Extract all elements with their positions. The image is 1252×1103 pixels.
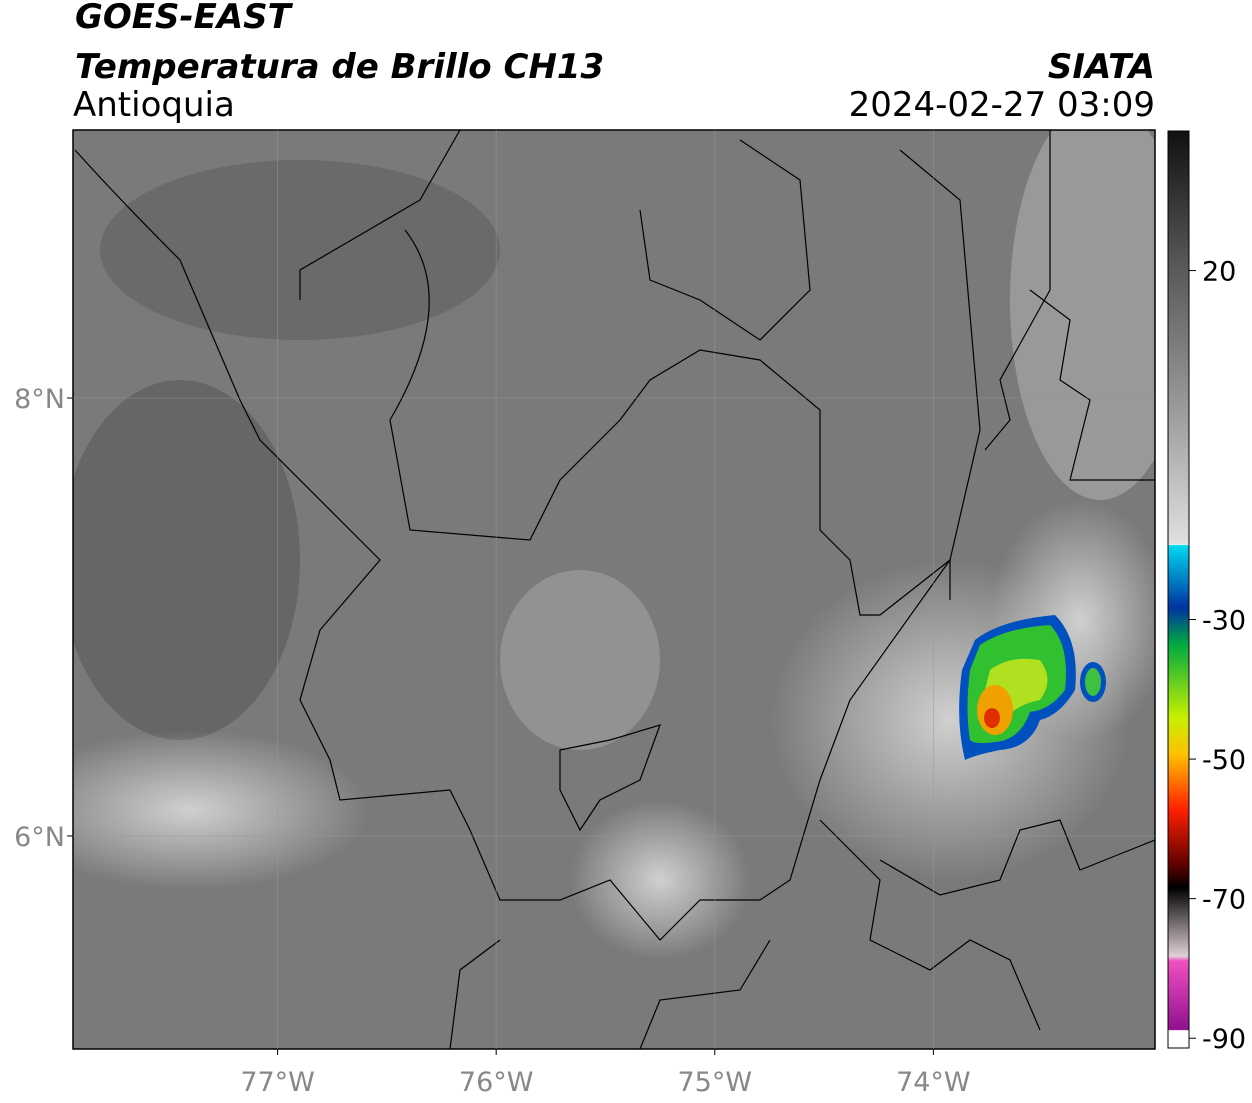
x-tick-label: 76°W: [459, 1067, 534, 1098]
title: GOES-EAST: [75, 0, 294, 37]
x-tick-label: 77°W: [240, 1067, 315, 1098]
region: Antioquia: [73, 85, 235, 125]
map-frame: [72, 129, 1156, 1050]
colorbar-tick-label: -50: [1202, 745, 1246, 776]
product: Temperatura de Brillo CH13: [75, 47, 604, 87]
x-tick-label: 75°W: [677, 1067, 752, 1098]
y-tick-label: 6°N: [14, 822, 65, 853]
colorbar-tick-label: -90: [1202, 1024, 1246, 1055]
datetime: 2024-02-27 03:09: [849, 85, 1155, 125]
colorbar-tick-label: -70: [1202, 885, 1246, 916]
source: SIATA: [1048, 47, 1155, 87]
colorbar-tick-label: 20: [1202, 257, 1236, 288]
colorbar-tick-label: -30: [1202, 606, 1246, 637]
colorbar: [1167, 130, 1190, 1049]
y-tick-label: 8°N: [14, 384, 65, 415]
x-tick-label: 74°W: [896, 1067, 971, 1098]
satellite-image: [73, 130, 1155, 1049]
